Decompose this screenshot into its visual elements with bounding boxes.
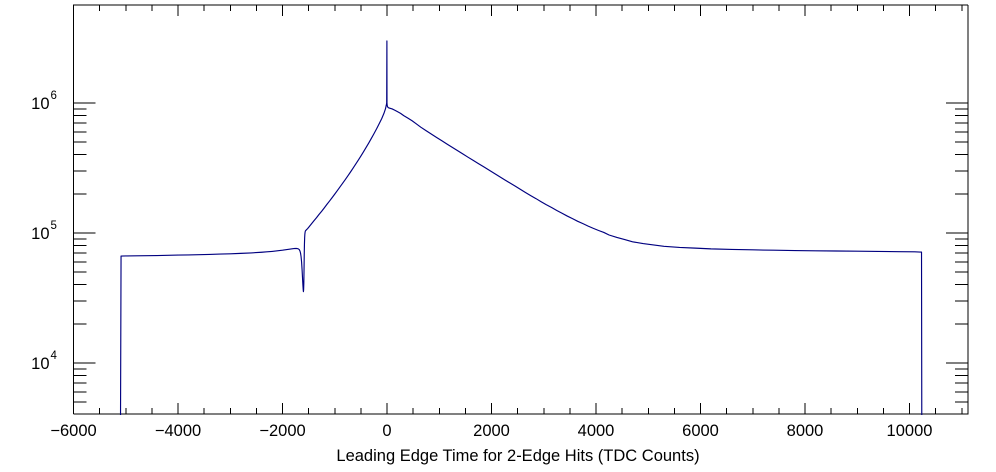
y-tick-label-mantissa: 10 xyxy=(31,225,49,243)
x-tick-label: 0 xyxy=(382,422,391,440)
x-tick-label: 8000 xyxy=(787,422,824,440)
axis-ticks xyxy=(72,5,968,414)
y-tick-label-mantissa: 10 xyxy=(31,355,49,373)
x-axis-title: Leading Edge Time for 2-Edge Hits (TDC C… xyxy=(336,447,699,465)
x-tick-label: 2000 xyxy=(473,422,510,440)
x-tick-label: −4000 xyxy=(155,422,201,440)
y-tick-label-mantissa: 10 xyxy=(31,95,49,113)
x-axis-title-group: Leading Edge Time for 2-Edge Hits (TDC C… xyxy=(336,447,699,465)
x-tick-label: 6000 xyxy=(682,422,719,440)
y-tick-label-exponent: 4 xyxy=(51,350,58,362)
x-tick-label: 4000 xyxy=(578,422,615,440)
x-tick-label: −6000 xyxy=(50,422,96,440)
y-tick-label-exponent: 6 xyxy=(51,90,57,102)
axis-frame xyxy=(72,4,969,415)
x-tick-label: 10000 xyxy=(887,422,933,440)
y-tick-label-exponent: 5 xyxy=(51,220,57,232)
x-tick-label: −2000 xyxy=(259,422,305,440)
axis-frame-top-left xyxy=(72,4,968,414)
data-series-path xyxy=(119,40,923,416)
data-series-line xyxy=(119,40,923,416)
axis-frame-bottom-right xyxy=(73,5,969,415)
